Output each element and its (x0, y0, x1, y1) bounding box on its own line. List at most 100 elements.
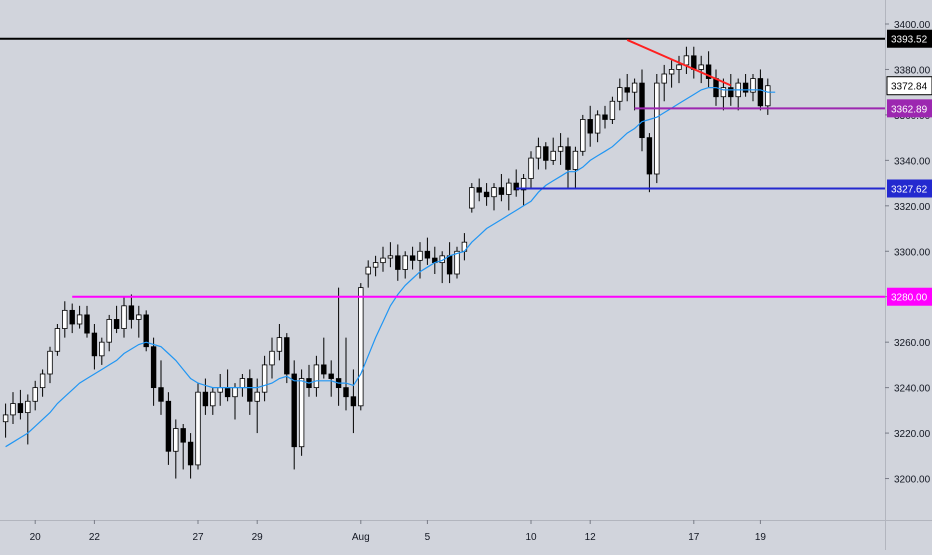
candle[interactable] (165, 392, 172, 465)
candle[interactable] (106, 314, 112, 352)
candle[interactable] (284, 333, 290, 384)
candle[interactable] (550, 137, 556, 165)
candle[interactable] (676, 55, 682, 84)
candle[interactable] (328, 360, 334, 397)
candle[interactable] (476, 178, 482, 202)
candle[interactable] (535, 137, 542, 170)
candle[interactable] (10, 392, 16, 424)
candle[interactable] (202, 378, 209, 415)
candle[interactable] (572, 146, 579, 188)
candle[interactable] (742, 73, 749, 97)
candle[interactable] (506, 178, 512, 211)
candle[interactable] (631, 78, 638, 111)
candle[interactable] (380, 246, 386, 272)
candle[interactable] (321, 337, 327, 379)
candle[interactable] (491, 183, 497, 211)
candle[interactable] (62, 301, 68, 338)
candle[interactable] (136, 305, 142, 338)
candle[interactable] (113, 305, 120, 334)
candle[interactable] (143, 310, 149, 352)
candle[interactable] (247, 369, 253, 415)
candle[interactable] (150, 337, 157, 406)
candle[interactable] (54, 323, 61, 356)
candle[interactable] (372, 255, 379, 277)
candle[interactable] (180, 423, 186, 470)
candle[interactable] (698, 55, 704, 84)
candle[interactable] (469, 183, 475, 213)
candle[interactable] (187, 433, 194, 479)
candle[interactable] (750, 73, 756, 102)
candle[interactable] (483, 183, 490, 206)
candle[interactable] (158, 360, 164, 415)
candle[interactable] (602, 105, 608, 129)
candle[interactable] (668, 60, 675, 88)
candle-body (668, 69, 675, 75)
price-level-tag-bg (887, 179, 932, 198)
candle[interactable] (25, 394, 31, 445)
candle[interactable] (210, 387, 216, 415)
candle[interactable] (84, 305, 90, 338)
candle[interactable] (624, 73, 630, 102)
candle[interactable] (557, 133, 564, 165)
candle[interactable] (720, 78, 727, 111)
candle[interactable] (580, 114, 586, 156)
candle-body (683, 55, 690, 66)
candle[interactable] (276, 323, 283, 361)
candle[interactable] (350, 369, 357, 434)
candle[interactable] (47, 346, 53, 384)
candle[interactable] (402, 251, 408, 279)
candle[interactable] (195, 383, 201, 470)
candle[interactable] (520, 173, 527, 206)
candle[interactable] (365, 260, 371, 288)
candle[interactable] (609, 96, 616, 124)
candle[interactable] (173, 419, 179, 479)
candle-body (150, 346, 157, 389)
candle[interactable] (358, 283, 364, 411)
candle[interactable] (298, 369, 305, 456)
candle[interactable] (39, 369, 46, 397)
candle[interactable] (395, 244, 401, 281)
candle[interactable] (498, 173, 505, 202)
candle[interactable] (128, 294, 135, 329)
candle[interactable] (513, 169, 519, 197)
candle-body (483, 191, 490, 198)
price-level-tag-label: 3280.00 (891, 293, 928, 304)
candle[interactable] (2, 403, 9, 438)
candle[interactable] (387, 242, 394, 268)
candle[interactable] (661, 64, 667, 102)
candle-body (506, 182, 512, 195)
candle[interactable] (32, 380, 38, 411)
candle-body (76, 314, 83, 325)
candle-body (224, 387, 231, 398)
candle[interactable] (587, 105, 593, 147)
candle[interactable] (91, 323, 98, 370)
trendline[interactable] (626, 38, 732, 87)
candle[interactable] (639, 69, 645, 152)
candle-body (269, 350, 275, 366)
candle[interactable] (565, 137, 571, 188)
candle[interactable] (343, 337, 349, 411)
candle[interactable] (261, 355, 268, 402)
candle[interactable] (409, 246, 416, 270)
candle[interactable] (646, 133, 653, 193)
candle[interactable] (291, 360, 297, 470)
candle[interactable] (313, 355, 320, 397)
candle[interactable] (269, 337, 275, 379)
candle[interactable] (99, 337, 105, 365)
candle[interactable] (654, 73, 660, 184)
candle[interactable] (454, 246, 460, 279)
candle[interactable] (617, 78, 623, 111)
candle[interactable] (528, 151, 534, 188)
candle[interactable] (121, 296, 127, 338)
candle-body (121, 305, 127, 329)
candle[interactable] (705, 51, 712, 88)
candle[interactable] (17, 389, 24, 420)
candle[interactable] (543, 142, 549, 170)
candle[interactable] (594, 110, 601, 143)
candle-body (91, 332, 98, 357)
candle[interactable] (69, 303, 75, 334)
candle[interactable] (424, 237, 431, 265)
candle[interactable] (76, 305, 83, 329)
